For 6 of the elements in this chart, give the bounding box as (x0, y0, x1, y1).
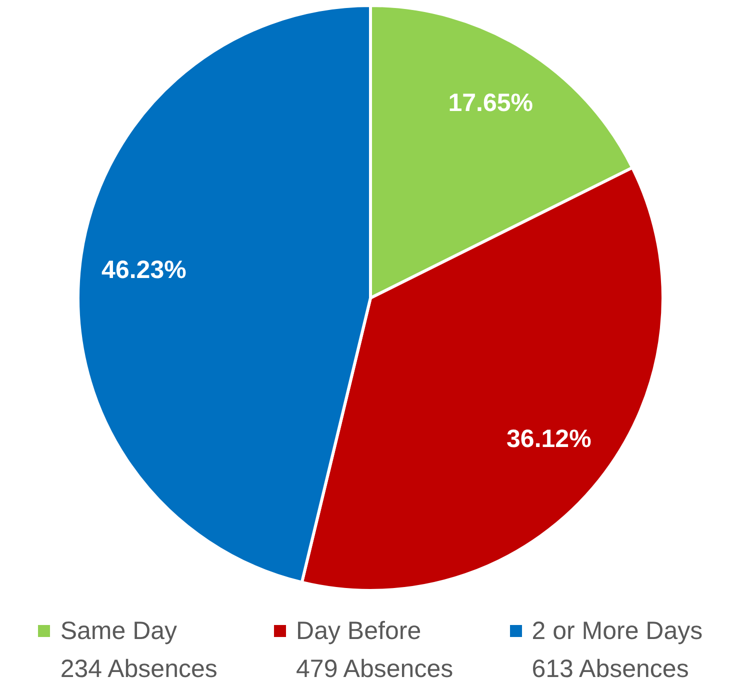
data-label: 17.65% (448, 88, 534, 117)
legend-label: Day Before 479 Absences (296, 616, 454, 685)
legend-label: Same Day 234 Absences (60, 616, 218, 685)
legend-label: 2 or More Days 613 Absences (532, 616, 703, 685)
data-label: 46.23% (102, 256, 186, 284)
data-label: 36.12% (506, 425, 592, 454)
